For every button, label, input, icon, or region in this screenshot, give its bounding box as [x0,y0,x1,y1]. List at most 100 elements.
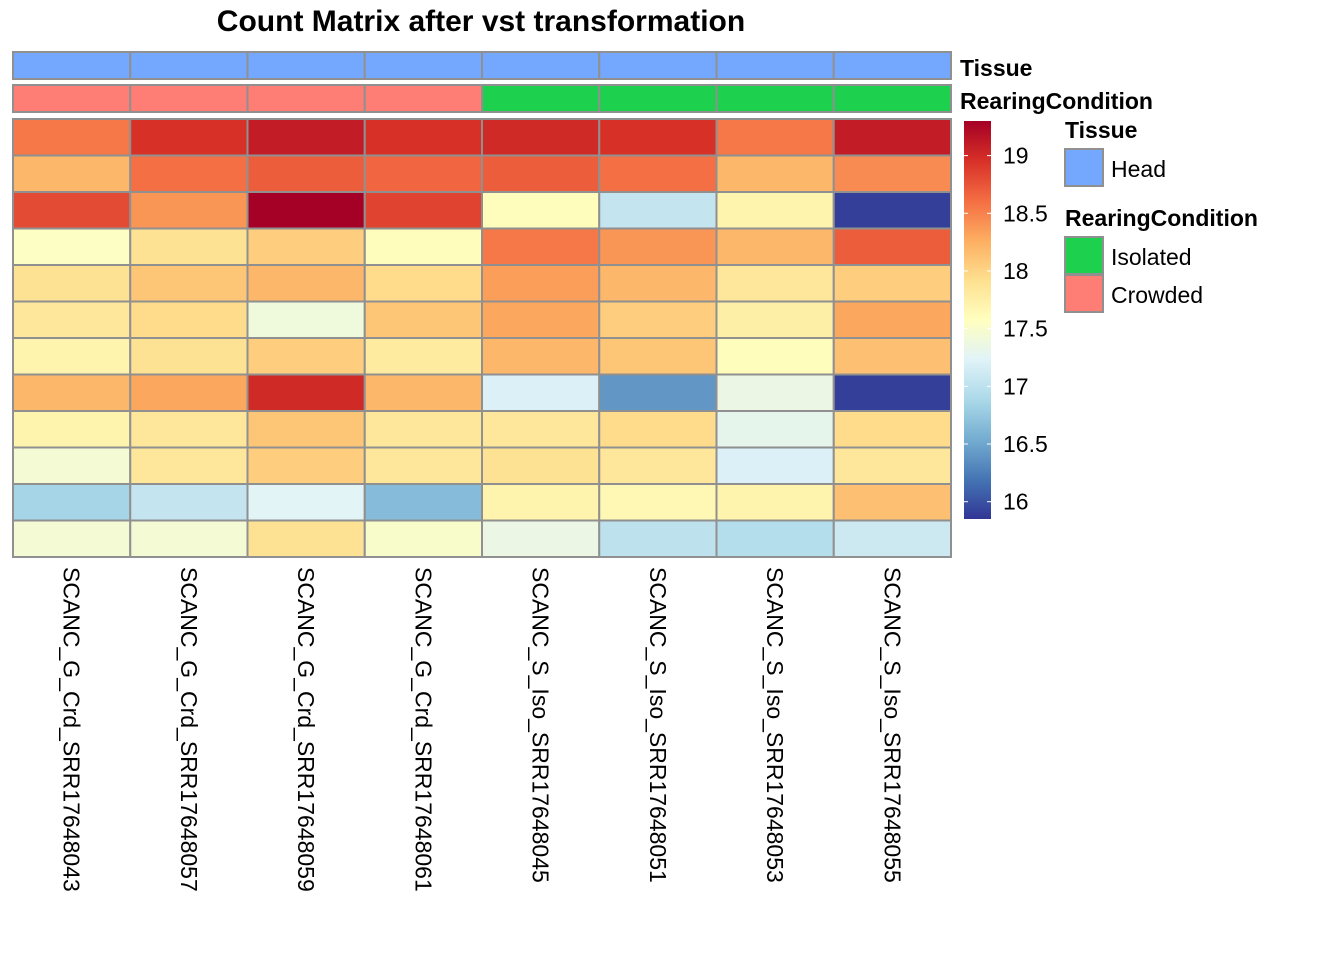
heatmap-cell [363,227,483,266]
annotation-cell [598,51,718,80]
annotation-cell [715,84,835,113]
heatmap-cell [715,337,835,376]
column-label: SCANC_S_Iso_SRR17648053 [762,567,788,883]
heatmap-cell [246,337,366,376]
heatmap-cell [481,410,601,449]
heatmap-cell [832,446,952,485]
heatmap-cell [598,373,718,412]
annotation-cell [715,51,835,80]
legend-swatch [1064,148,1104,187]
heatmap-cell [12,373,132,412]
heatmap-cell [832,373,952,412]
heatmap-cell [715,154,835,193]
legend-swatch [1064,274,1104,313]
heatmap-cell [246,483,366,522]
legend-item-label: Head [1111,156,1166,182]
heatmap-cell [715,118,835,157]
column-label: SCANC_S_Iso_SRR17648051 [645,567,671,883]
heatmap-cell [481,483,601,522]
legend: 16 16.5 17 17.5 18 18.5 19 Tissue Head RearingCon… [964,117,1258,519]
heatmap-cell [246,410,366,449]
annotation-cell [481,84,601,113]
heatmap-cell [12,337,132,376]
heatmap-cell [715,264,835,303]
color-scale-bar [964,121,991,519]
heatmap-cell [246,118,366,157]
heatmap-cell [246,264,366,303]
heatmap-cell [598,227,718,266]
annotation-label: RearingCondition [960,88,1153,114]
annotation-cell [363,84,483,113]
heatmap-cell [832,191,952,230]
column-label: SCANC_S_Iso_SRR17648045 [528,567,554,883]
heatmap-cell [481,118,601,157]
heatmap-cell [12,227,132,266]
color-scale-tick-label: 16 [1003,489,1029,515]
annotation-cell [598,84,718,113]
heatmap-cell [363,154,483,193]
heatmap-cell [363,191,483,230]
heatmap-cell [129,446,249,485]
heatmap-cell [598,264,718,303]
heatmap-cell [12,410,132,449]
heatmap-cell [832,483,952,522]
legend-swatch [1064,236,1104,275]
annotation-cell [12,84,132,113]
heatmap-cell [481,446,601,485]
heatmap-cell [12,483,132,522]
heatmap-cell [246,373,366,412]
color-scale-tick-label: 17.5 [1003,316,1048,342]
heatmap-cell [832,154,952,193]
heatmap-cell [246,300,366,339]
column-label: SCANC_G_Crd_SRR17648061 [410,567,436,892]
heatmap-cell [246,227,366,266]
color-scale-tick-label: 17 [1003,373,1029,399]
heatmap-cell [832,337,952,376]
column-label: SCANC_G_Crd_SRR17648057 [176,567,202,892]
legend-item-label: Isolated [1111,244,1192,270]
heatmap-cell [715,483,835,522]
heatmap-cell [363,410,483,449]
heatmap-cell [129,410,249,449]
heatmap-cell [715,446,835,485]
heatmap-cell [481,300,601,339]
legend-group-title: RearingCondition [1065,205,1258,231]
legend-item-label: Crowded [1111,282,1203,308]
heatmap-cell [598,118,718,157]
heatmap-cell [598,410,718,449]
heatmap-cell [715,227,835,266]
heatmap-cell [129,483,249,522]
heatmap-cell [598,337,718,376]
heatmap-cell [832,264,952,303]
heatmap-cell [598,191,718,230]
heatmap-cell [481,337,601,376]
heatmap-cell [363,519,483,558]
annotation-cell [363,51,483,80]
heatmap-cell [363,264,483,303]
annotation-cell [129,84,249,113]
annotation-cell [481,51,601,80]
heatmap-cell [246,154,366,193]
heatmap-cell [598,154,718,193]
heatmap-cell [363,446,483,485]
heatmap-cell [715,300,835,339]
heatmap-cell [246,446,366,485]
heatmap-cell [129,118,249,157]
heatmap-cell [12,446,132,485]
heatmap-cell [129,519,249,558]
heatmap-cell [246,191,366,230]
heatmap-cell [598,519,718,558]
heatmap-cell [598,483,718,522]
annotation-cell [832,84,952,113]
column-label: SCANC_G_Crd_SRR17648059 [293,567,319,892]
color-scale-tick-label: 16.5 [1003,431,1048,457]
heatmap-cell [715,410,835,449]
annotation-cell [12,51,132,80]
heatmap-cell [832,118,952,157]
heatmap-cell [481,519,601,558]
heatmap-cell [129,337,249,376]
heatmap-cell [129,373,249,412]
annotation-cell [246,84,366,113]
heatmap-cell [129,300,249,339]
